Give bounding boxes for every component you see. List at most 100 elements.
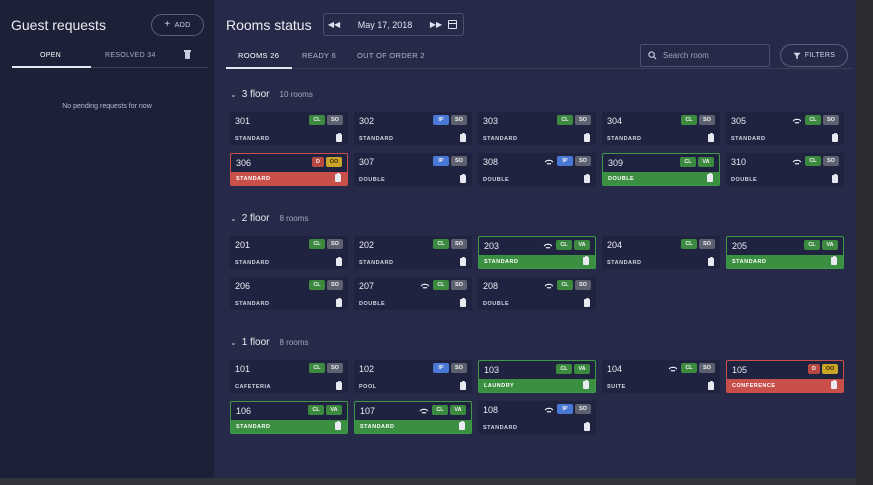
clipboard-icon[interactable] [460,297,466,307]
room-status-chips: IP SO [543,404,591,414]
filter-icon [793,52,801,59]
status-chip: CL [681,115,697,125]
tab-open[interactable]: OPEN [40,52,62,59]
floor-header[interactable]: ⌄ 1 floor 8 rooms [230,337,308,348]
room-number: 102 [359,364,375,374]
room-card[interactable]: 206 CL SO STANDARD [230,277,348,310]
floor-name: 3 floor [241,89,270,100]
room-type: STANDARD [236,176,271,182]
status-chip: SO [451,363,467,373]
trash-icon[interactable] [184,50,191,59]
clipboard-icon[interactable] [707,172,713,182]
clipboard-icon[interactable] [584,132,590,142]
floor-header[interactable]: ⌄ 2 floor 8 rooms [230,213,308,224]
clipboard-icon[interactable] [708,132,714,142]
room-card[interactable]: 305 CL SO STANDARD [726,112,844,145]
room-card[interactable]: 208 CL SO DOUBLE [478,277,596,310]
room-card[interactable]: 108 IP SO STANDARD [478,401,596,434]
room-card[interactable]: 203 CL VA STANDARD [478,236,596,269]
clipboard-icon[interactable] [460,380,466,390]
room-type: STANDARD [359,136,394,142]
clipboard-icon[interactable] [460,173,466,183]
clipboard-icon[interactable] [336,297,342,307]
room-card[interactable]: 301 CL SO STANDARD [230,112,348,145]
floor-header[interactable]: ⌄ 3 floor 10 rooms [230,89,313,100]
room-card[interactable]: 207 CL SO DOUBLE [354,277,472,310]
date-value: May 17, 2018 [357,19,413,30]
clipboard-icon[interactable] [336,380,342,390]
previous-day-icon[interactable]: ◀◀ [327,20,341,29]
room-card[interactable]: 308 IP SO DOUBLE [478,153,596,186]
room-number: 103 [484,365,500,375]
room-card[interactable]: 102 IP SO POOL [354,360,472,393]
clipboard-icon[interactable] [832,132,838,142]
room-card[interactable]: 304 CL SO STANDARD [602,112,720,145]
room-card[interactable]: 302 IP SO STANDARD [354,112,472,145]
status-chip: SO [575,156,591,166]
room-card[interactable]: 205 CL VA STANDARD [726,236,844,269]
room-number: 308 [483,157,499,167]
tab-out-of-order[interactable]: OUT OF ORDER 2 [357,51,425,60]
add-request-button[interactable]: + ADD [151,14,204,36]
date-picker[interactable]: ◀◀ May 17, 2018 ▶▶ [323,13,464,36]
room-card[interactable]: 307 IP SO DOUBLE [354,153,472,186]
calendar-icon[interactable] [448,20,457,29]
room-status-chips: CL SO [791,115,839,125]
clipboard-icon[interactable] [583,255,589,265]
room-status-chips: CL SO [681,239,715,249]
clipboard-icon[interactable] [459,420,465,430]
clipboard-icon[interactable] [335,172,341,182]
room-card[interactable]: 303 CL SO STANDARD [478,112,596,145]
bell-icon [791,115,802,125]
room-number: 105 [732,365,748,375]
room-card[interactable]: 104 CL SO SUITE [602,360,720,393]
clipboard-icon[interactable] [831,379,837,389]
room-card[interactable]: 204 CL SO STANDARD [602,236,720,269]
room-number: 204 [607,240,623,250]
room-card[interactable]: 103 CL VA LAUNDRY [478,360,596,393]
room-type: STANDARD [235,136,270,142]
room-card[interactable]: 106 CL VA STANDARD [230,401,348,434]
clipboard-icon[interactable] [336,256,342,266]
tab-resolved[interactable]: RESOLVED 34 [105,52,156,59]
clipboard-icon[interactable] [708,256,714,266]
status-chip: SO [575,404,591,414]
room-status-chips: CL SO [419,280,467,290]
clipboard-icon[interactable] [832,173,838,183]
room-status-chips: CL VA [556,364,590,374]
filters-button[interactable]: FILTERS [780,44,848,67]
room-type: STANDARD [359,260,394,266]
room-type: DOUBLE [483,177,510,183]
search-room-input[interactable]: Search room [640,44,770,67]
tab-rooms[interactable]: ROOMS 26 [238,51,280,60]
clipboard-icon[interactable] [584,297,590,307]
room-number: 303 [483,116,499,126]
chevron-down-icon: ⌄ [230,90,237,99]
status-chip: SO [823,115,839,125]
clipboard-icon[interactable] [708,380,714,390]
clipboard-icon[interactable] [335,420,341,430]
status-chip: SO [327,280,343,290]
room-card[interactable]: 201 CL SO STANDARD [230,236,348,269]
clipboard-icon[interactable] [460,256,466,266]
status-band [479,255,595,268]
room-card[interactable]: 310 CL SO DOUBLE [726,153,844,186]
clipboard-icon[interactable] [583,379,589,389]
room-card[interactable]: 107 CL VA STANDARD [354,401,472,434]
clipboard-icon[interactable] [336,132,342,142]
room-card[interactable]: 306 D OO STANDARD [230,153,348,186]
clipboard-icon[interactable] [831,255,837,265]
clipboard-icon[interactable] [584,173,590,183]
tab-ready[interactable]: READY 6 [302,51,337,60]
room-card[interactable]: 105 D OO CONFERENCE [726,360,844,393]
room-card[interactable]: 202 CL SO STANDARD [354,236,472,269]
next-day-icon[interactable]: ▶▶ [429,20,443,29]
room-type: STANDARD [731,136,766,142]
chevron-down-icon: ⌄ [230,214,237,223]
room-card[interactable]: 309 CL VA DOUBLE [602,153,720,186]
clipboard-icon[interactable] [584,421,590,431]
clipboard-icon[interactable] [460,132,466,142]
guest-requests-title: Guest requests [11,17,106,33]
room-card[interactable]: 101 CL SO CAFETERIA [230,360,348,393]
status-chip: SO [575,115,591,125]
